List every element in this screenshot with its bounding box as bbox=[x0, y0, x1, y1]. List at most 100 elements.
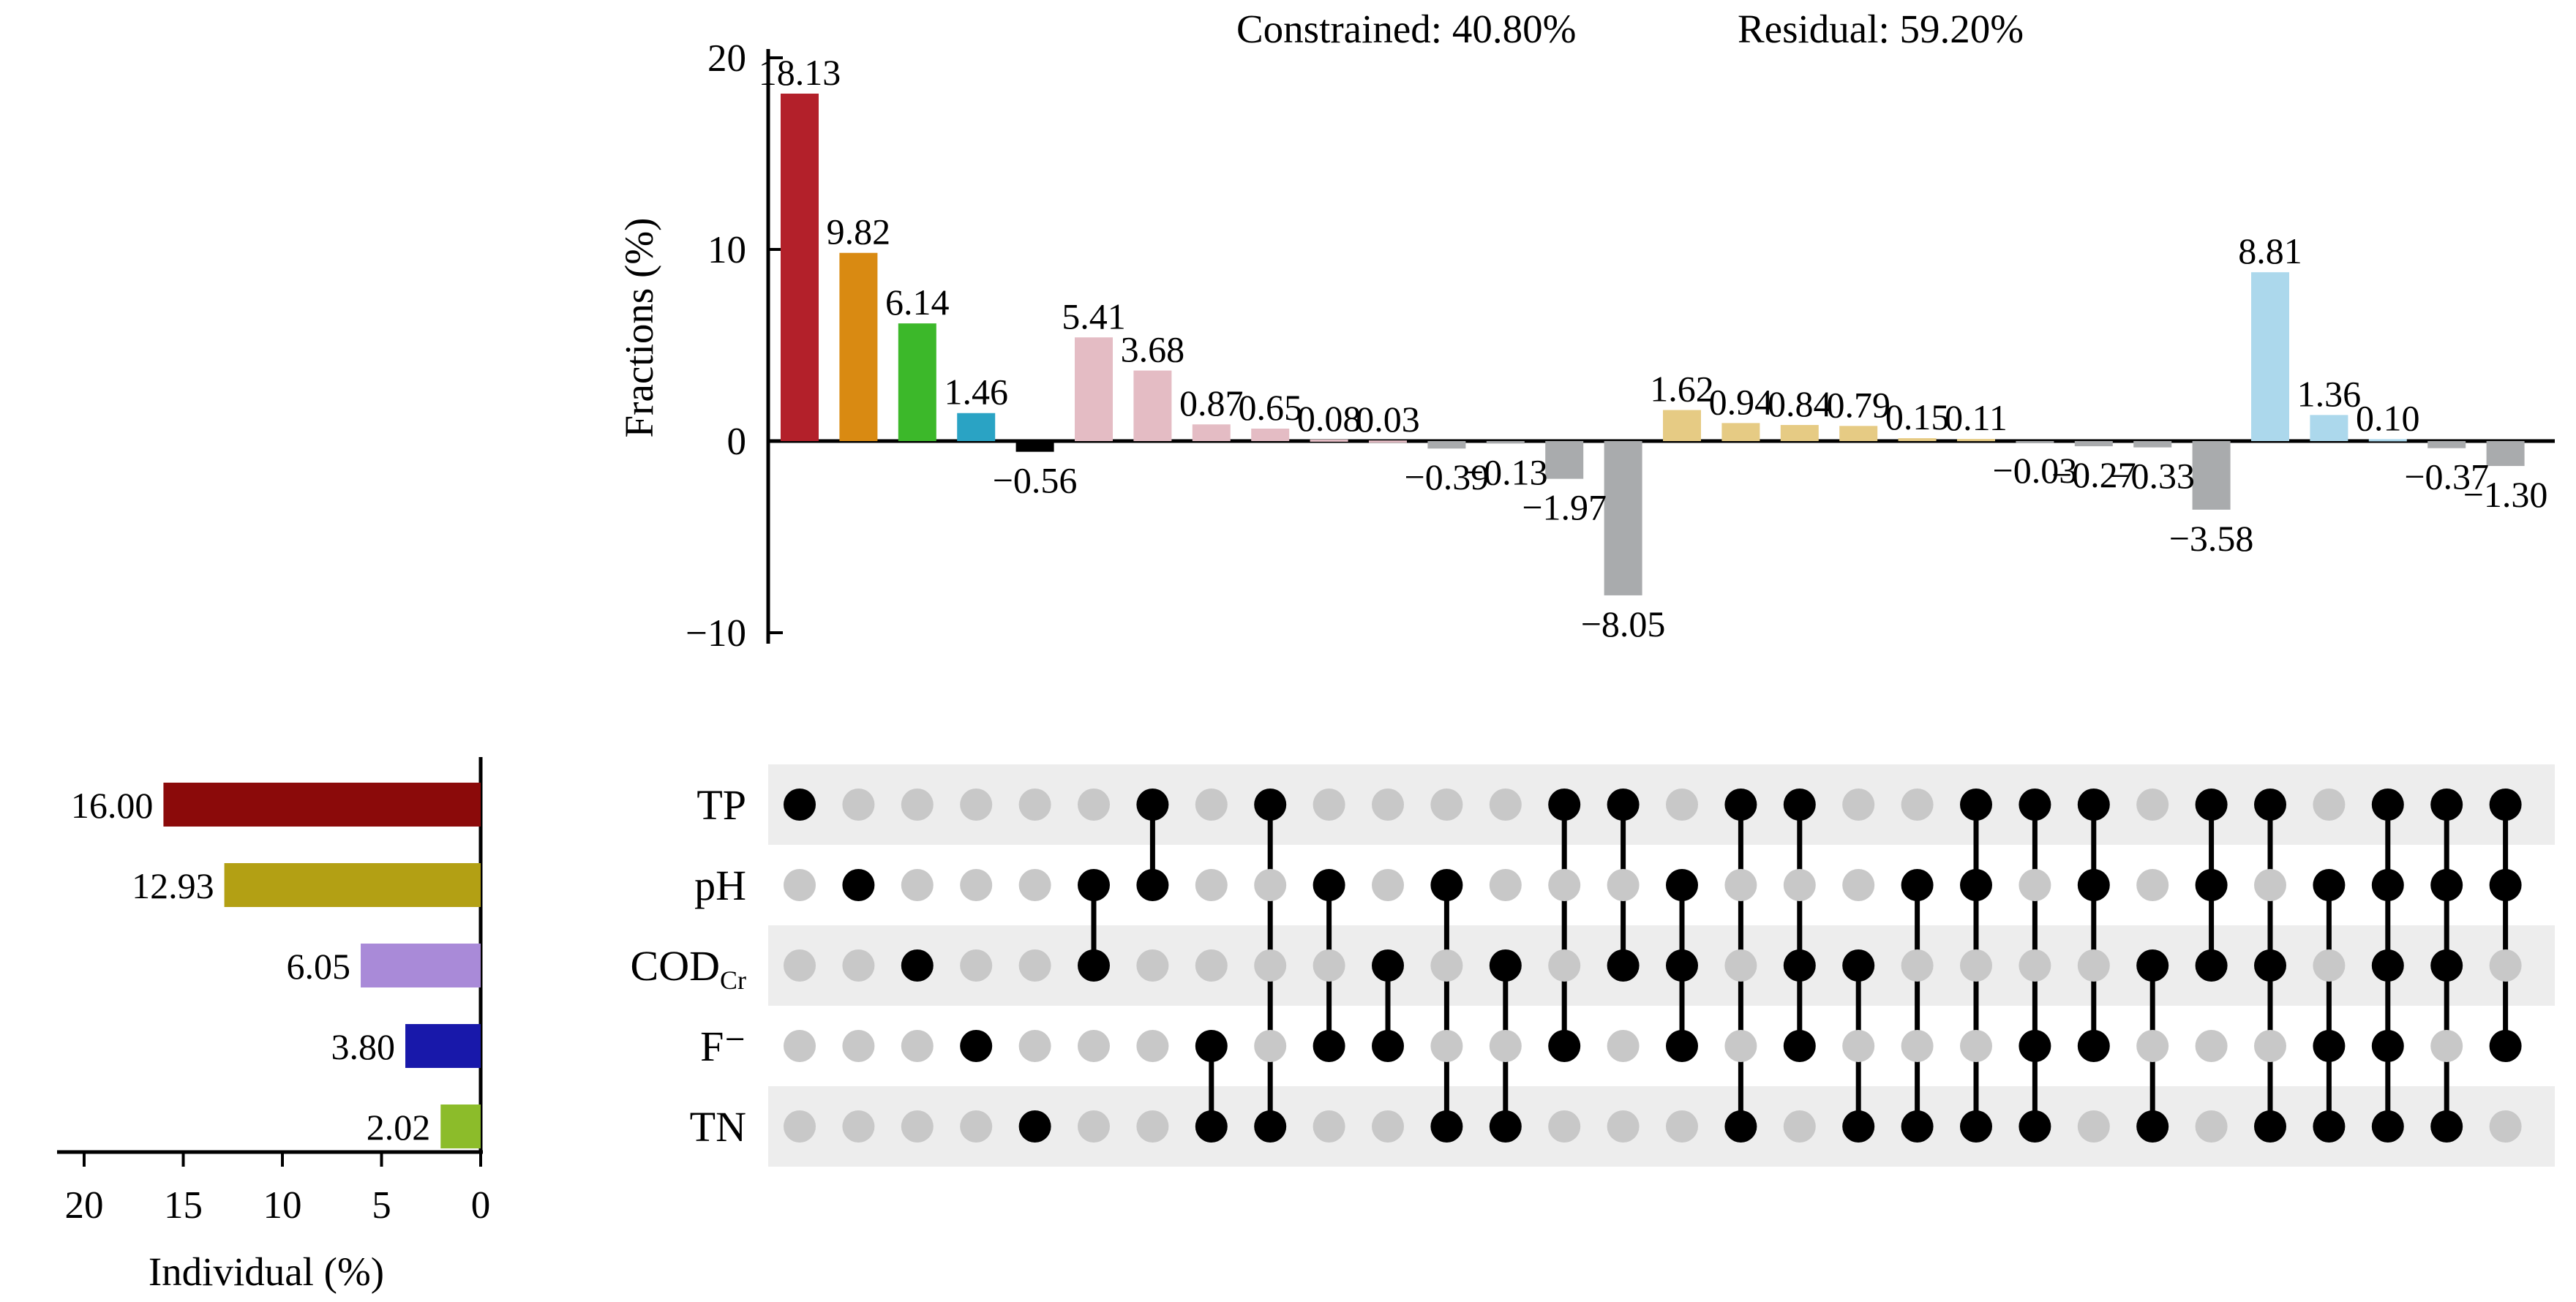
dot-active bbox=[1666, 869, 1698, 901]
bar bbox=[1486, 441, 1525, 444]
bar-value-label: −0.03 bbox=[1993, 450, 2078, 491]
bar-value-label: 5.41 bbox=[1062, 296, 1126, 336]
dot-active bbox=[2254, 949, 2286, 982]
dot-active bbox=[1666, 1030, 1698, 1062]
dot-inactive bbox=[1313, 949, 1345, 982]
dot-inactive bbox=[1372, 869, 1404, 901]
dot-inactive bbox=[1842, 1030, 1875, 1062]
dot-inactive bbox=[1666, 789, 1698, 821]
dot-inactive bbox=[1136, 1110, 1169, 1143]
matrix-column bbox=[2077, 789, 2110, 1143]
left-bar-value-label: 3.80 bbox=[331, 1026, 396, 1067]
bar bbox=[2251, 272, 2289, 441]
dot-inactive bbox=[1489, 869, 1522, 901]
dot-active bbox=[1960, 789, 1992, 821]
bar-value-label: −3.58 bbox=[2169, 518, 2254, 559]
dot-active bbox=[1607, 949, 1640, 982]
bar bbox=[1427, 441, 1466, 449]
residual-label: Residual: 59.20% bbox=[1738, 7, 2024, 51]
matrix-column bbox=[1783, 789, 1816, 1143]
dot-active bbox=[2136, 949, 2169, 982]
dot-inactive bbox=[1195, 949, 1228, 982]
dot-inactive bbox=[1724, 949, 1757, 982]
bar-value-label: 0.87 bbox=[1179, 383, 1244, 424]
bar bbox=[1015, 441, 1054, 452]
left-bar bbox=[440, 1105, 481, 1148]
dot-inactive bbox=[2019, 869, 2051, 901]
dot-active bbox=[1783, 949, 1816, 982]
dot-inactive bbox=[842, 1030, 875, 1062]
dot-active bbox=[2313, 1110, 2346, 1143]
dot-inactive bbox=[1489, 789, 1522, 821]
dot-inactive bbox=[2077, 949, 2110, 982]
bar-value-label: −0.56 bbox=[993, 460, 1078, 501]
dot-active bbox=[1548, 1030, 1581, 1062]
left-x-tick-label: 0 bbox=[471, 1184, 491, 1227]
dot-active bbox=[2430, 869, 2463, 901]
dot-inactive bbox=[2195, 1030, 2228, 1062]
matrix-column bbox=[960, 789, 993, 1143]
dot-active bbox=[1078, 949, 1110, 982]
set-name: pH bbox=[694, 862, 746, 909]
bar-value-label: −0.39 bbox=[1405, 456, 1490, 497]
bar bbox=[2192, 441, 2231, 510]
left-x-ticks: 20 15 10 5 0 bbox=[65, 1152, 491, 1227]
dot-active bbox=[2136, 1110, 2169, 1143]
bar-value-label: −0.37 bbox=[2404, 456, 2489, 497]
dot-inactive bbox=[1842, 869, 1875, 901]
dot-active bbox=[2371, 789, 2404, 821]
matrix-column bbox=[2195, 789, 2228, 1143]
bar-value-label: 8.81 bbox=[2238, 230, 2302, 271]
dot-inactive bbox=[2077, 1110, 2110, 1143]
dot-inactive bbox=[1430, 949, 1463, 982]
dot-active bbox=[1666, 949, 1698, 982]
dot-active bbox=[1136, 789, 1169, 821]
left-bar bbox=[163, 783, 481, 827]
left-bar-value-label: 6.05 bbox=[287, 946, 351, 987]
dot-inactive bbox=[901, 869, 934, 901]
set-name: F⁻ bbox=[700, 1023, 746, 1070]
dot-inactive bbox=[1078, 1030, 1110, 1062]
dot-inactive bbox=[1254, 949, 1287, 982]
left-value-labels: 16.00 12.93 6.05 3.80 2.02 bbox=[71, 785, 430, 1148]
dot-inactive bbox=[901, 789, 934, 821]
dot-active bbox=[1254, 1110, 1287, 1143]
matrix-column bbox=[1372, 789, 1404, 1143]
constrained-label: Constrained: 40.80% bbox=[1236, 7, 1576, 51]
dot-active bbox=[1018, 1110, 1051, 1143]
dot-active bbox=[1548, 789, 1581, 821]
bar bbox=[1075, 337, 1113, 441]
dot-inactive bbox=[1607, 1110, 1640, 1143]
left-x-tick-label: 10 bbox=[263, 1184, 302, 1227]
dot-inactive bbox=[1254, 1030, 1287, 1062]
bar-value-label: 1.46 bbox=[944, 372, 1008, 413]
dot-active bbox=[842, 869, 875, 901]
bar-value-label: 3.68 bbox=[1121, 329, 1185, 370]
bar-value-label: −1.30 bbox=[2463, 474, 2548, 515]
matrix-column bbox=[1254, 789, 1287, 1143]
dot-active bbox=[2489, 869, 2522, 901]
dot-inactive bbox=[1960, 1030, 1992, 1062]
dot-active bbox=[1783, 789, 1816, 821]
dot-active bbox=[1842, 1110, 1875, 1143]
dot-inactive bbox=[1607, 1030, 1640, 1062]
matrix-column bbox=[1842, 789, 1875, 1143]
dot-active bbox=[1430, 1110, 1463, 1143]
top-y-tick-label: 20 bbox=[707, 37, 746, 80]
dot-inactive bbox=[901, 1110, 934, 1143]
set-name: TN bbox=[690, 1103, 746, 1151]
dot-inactive bbox=[2195, 1110, 2228, 1143]
matrix-bands bbox=[768, 764, 2555, 1167]
dot-inactive bbox=[2136, 869, 2169, 901]
dot-active bbox=[1372, 949, 1404, 982]
dot-active bbox=[2195, 789, 2228, 821]
dot-active bbox=[2254, 789, 2286, 821]
bar-value-label: 0.11 bbox=[1945, 397, 2008, 438]
dot-inactive bbox=[901, 1030, 934, 1062]
bar bbox=[2133, 441, 2172, 448]
dot-inactive bbox=[2489, 1110, 2522, 1143]
dot-active bbox=[2430, 789, 2463, 821]
bar bbox=[1545, 441, 1584, 479]
dot-inactive bbox=[1901, 789, 1934, 821]
left-x-axis-title: Individual (%) bbox=[149, 1249, 384, 1294]
